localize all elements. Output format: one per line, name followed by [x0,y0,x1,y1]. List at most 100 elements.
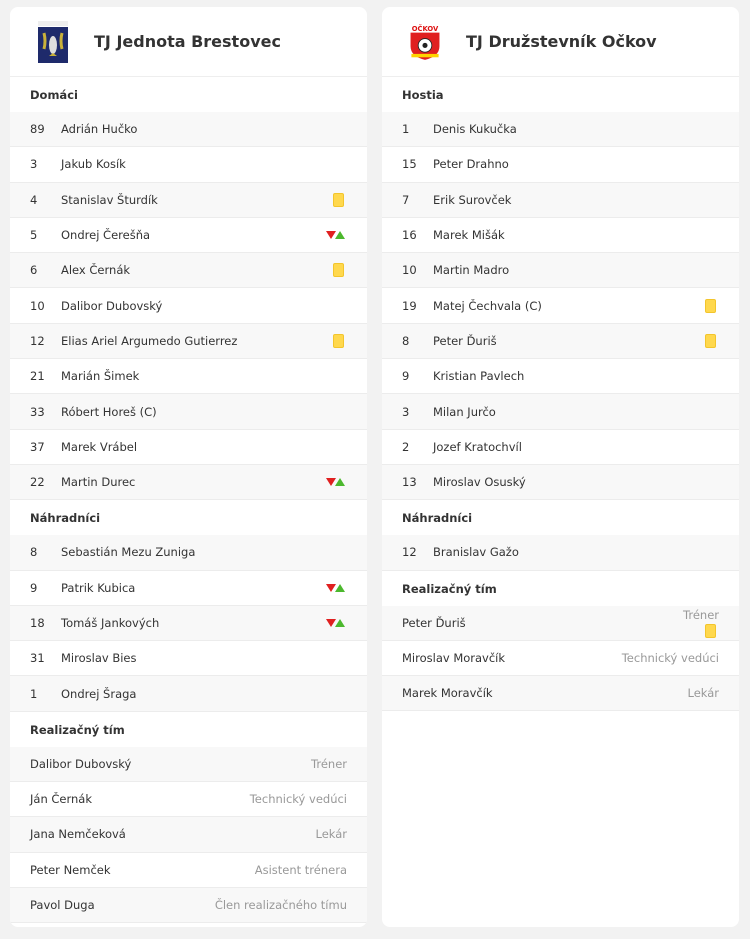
player-name[interactable]: Matej Čechvala (C) [433,298,542,313]
player-name[interactable]: Adrián Hučko [61,122,138,137]
substitution-icon [326,583,345,592]
player-name[interactable]: Elias Ariel Argumedo Gutierrez [61,333,238,348]
staff-name: Marek Moravčík [402,686,493,701]
player-row[interactable]: 10 Martin Madro [382,253,739,289]
staff-role: Člen realizačného tímu [214,898,347,913]
player-row[interactable]: 3 Jakub Kosík [10,147,367,183]
player-row[interactable]: 1 Ondrej Šraga [10,676,367,712]
yellow-card-icon [705,623,716,638]
player-name[interactable]: Jozef Kratochvíl [433,439,522,454]
player-name[interactable]: Tomáš Jankových [61,616,160,630]
staff-role-wrap: Technický vedúci [250,792,347,806]
player-row[interactable]: 33 Róbert Horeš (C) [10,394,367,430]
player-name[interactable]: Ondrej Šraga [61,686,137,701]
player-name[interactable]: Denis Kukučka [433,122,517,137]
player-row[interactable]: 18 Tomáš Jankových [10,605,367,642]
staff-role-wrap: Lekár [687,686,719,700]
player-name[interactable]: Marián Šimek [61,369,140,384]
player-number: 10 [30,298,45,313]
player-row[interactable]: 5 Ondrej Čerešňa [10,218,367,254]
player-number: 4 [30,192,38,207]
player-number: 1 [402,122,410,137]
player-row[interactable]: 7 Erik Surovček [382,182,739,218]
staff-name: Peter Nemček [30,862,111,877]
player-name[interactable]: Dalibor Dubovský [61,298,163,313]
player-number: 6 [30,263,38,278]
player-row[interactable]: 13 Miroslav Osuský [382,464,739,501]
player-row[interactable]: 12 Branislav Gažo [382,535,739,571]
staff-role-wrap: Technický vedúci [622,651,719,665]
player-row[interactable]: 9 Kristian Pavlech [382,359,739,395]
staff-role-wrap: Tréner [683,608,719,638]
player-row[interactable]: 22 Martin Durec [10,464,367,501]
player-name[interactable]: Branislav Gažo [433,545,519,560]
player-row[interactable]: 4 Stanislav Šturdík [10,182,367,218]
player-row[interactable]: 6 Alex Černák [10,253,367,289]
staff-role: Technický vedúci [621,651,719,665]
player-row[interactable]: 10 Dalibor Dubovský [10,288,367,324]
player-number: 19 [402,298,417,313]
player-name[interactable]: Martin Madro [433,263,510,278]
player-name[interactable]: Marek Mišák [433,228,505,243]
player-number: 15 [402,157,417,172]
player-name[interactable]: Milan Jurčo [433,404,496,419]
player-row[interactable]: 2 Jozef Kratochvíl [382,430,739,465]
staff-role: Asistent trénera [254,862,347,877]
player-number: 2 [402,439,410,454]
player-list: 12 Branislav Gažo [382,535,739,571]
player-name[interactable]: Ondrej Čerešňa [61,228,151,243]
player-name[interactable]: Miroslav Osuský [433,475,526,490]
player-number: 16 [402,228,417,243]
yellow-card-icon [333,192,344,207]
player-row[interactable]: 21 Marián Šimek [10,359,367,395]
player-row[interactable]: 31 Miroslav Bies [10,641,367,677]
staff-name: Dalibor Dubovský [30,756,132,771]
player-row[interactable]: 1 Denis Kukučka [382,112,739,148]
staff-role: Lekár [315,827,347,842]
staff-row: Jana Nemčeková Lekár [10,817,367,853]
player-row[interactable]: 12 Elias Ariel Argumedo Gutierrez [10,323,367,360]
player-name[interactable]: Miroslav Bies [61,651,137,666]
player-row[interactable]: 15 Peter Drahno [382,147,739,183]
sub-out-arrow-icon [326,583,336,592]
staff-role-wrap: Lekár [315,827,347,841]
player-number: 3 [402,404,410,419]
player-name[interactable]: Alex Černák [61,263,131,278]
yellow-card-icon [333,333,344,348]
player-row[interactable]: 8 Peter Ďuriš [382,323,739,360]
player-row[interactable]: 16 Marek Mišák [382,218,739,254]
away-lineup-card: OČKOV TJ Družstevník Očkov Hostia 1 Denis … [382,7,739,927]
staff-row: Marek Moravčík Lekár [382,676,739,712]
team-header: TJ Jednota Brestovec [10,7,367,77]
player-name[interactable]: Erik Surovček [433,192,512,207]
player-number: 3 [30,157,38,172]
player-name[interactable]: Róbert Horeš (C) [61,404,157,419]
player-name[interactable]: Marek Vrábel [61,439,138,454]
player-row[interactable]: 3 Milan Jurčo [382,394,739,430]
player-name[interactable]: Patrik Kubica [61,580,136,595]
player-name[interactable]: Martin Durec [61,475,136,490]
player-name[interactable]: Kristian Pavlech [433,369,525,384]
section-header: Realizačný tím [402,581,497,596]
staff-name: Ján Černák [30,792,93,807]
player-number: 8 [30,545,38,560]
staff-row: Miroslav Moravčík Technický vedúci [382,641,739,677]
player-number: 18 [30,616,45,630]
player-number: 8 [402,333,410,348]
player-name[interactable]: Peter Drahno [433,157,509,172]
player-row[interactable]: 9 Patrik Kubica [10,571,367,606]
player-row[interactable]: 19 Matej Čechvala (C) [382,288,739,324]
staff-name: Peter Ďuriš [402,615,466,630]
player-name[interactable]: Stanislav Šturdík [61,192,158,207]
player-number: 31 [30,651,45,666]
player-row[interactable]: 8 Sebastián Mezu Zuniga [10,535,367,571]
staff-role: Technický vedúci [249,792,347,807]
staff-role-wrap: Asistent trénera [255,863,347,877]
player-name[interactable]: Sebastián Mezu Zuniga [61,545,196,560]
staff-role: Tréner [311,756,347,771]
player-name[interactable]: Jakub Kosík [61,157,126,172]
player-name[interactable]: Peter Ďuriš [433,333,497,348]
player-row[interactable]: 89 Adrián Hučko [10,112,367,148]
player-number: 5 [30,228,38,243]
player-row[interactable]: 37 Marek Vrábel [10,430,367,465]
